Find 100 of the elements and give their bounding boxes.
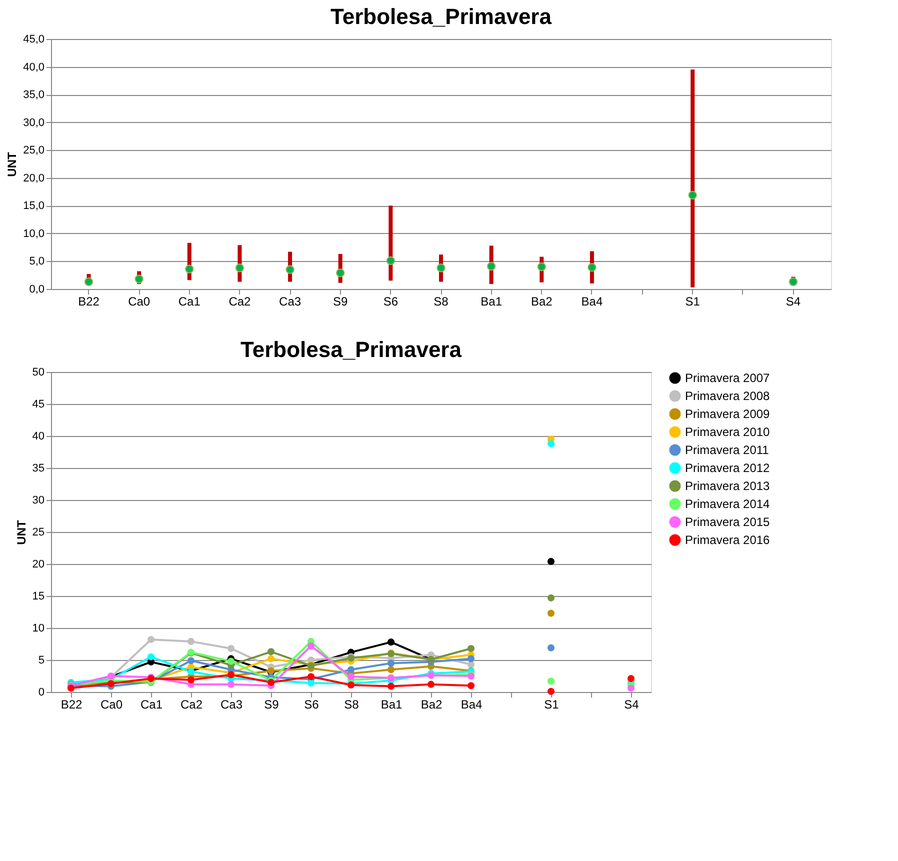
legend-label: Primavera 2010 <box>685 425 770 439</box>
point <box>386 256 396 266</box>
legend-label: Primavera 2016 <box>685 533 770 547</box>
point <box>467 644 475 652</box>
y-tick-label: 45 <box>32 398 44 410</box>
y-tick-label: 35 <box>32 462 44 474</box>
x-tick-label: B22 <box>78 294 100 308</box>
y-tick-label: 35,0 <box>23 89 44 102</box>
y-tick-label: 5 <box>38 654 44 666</box>
point <box>547 688 555 695</box>
legend-label: Primavera 2009 <box>685 407 770 421</box>
y-tick-label: 10,0 <box>23 228 44 240</box>
point <box>185 264 194 274</box>
x-tick-label: S8 <box>344 698 360 712</box>
y-tick-label: 15 <box>32 590 44 602</box>
point <box>427 680 435 688</box>
x-tick-label: Ca2 <box>228 294 252 308</box>
point <box>547 678 555 685</box>
chart-title: Terbolesa_Primavera <box>330 4 552 29</box>
y-tick-label: 50 <box>32 366 44 378</box>
point <box>147 636 155 644</box>
y-tick-label: 40 <box>32 430 44 442</box>
x-tick-label: S8 <box>434 294 449 308</box>
legend-label: Primavera 2013 <box>685 479 770 493</box>
point <box>547 594 555 602</box>
y-tick-label: 30,0 <box>23 116 44 129</box>
x-tick-label: S1 <box>544 698 560 712</box>
point <box>187 657 195 664</box>
point <box>387 682 395 690</box>
point <box>307 673 315 680</box>
x-tick-label: S9 <box>333 294 348 308</box>
y-tick-label: 0 <box>38 686 44 698</box>
point <box>387 638 395 646</box>
y-tick-label: 5,0 <box>29 256 44 268</box>
legend-label: Primavera 2014 <box>685 497 770 511</box>
x-tick-label: Ba2 <box>420 698 442 712</box>
x-tick-label: S4 <box>786 294 801 308</box>
x-tick-label: Ba2 <box>530 294 553 308</box>
x-tick-label: S9 <box>264 698 280 712</box>
x-tick-label: Ba4 <box>460 698 482 712</box>
point <box>267 655 275 662</box>
point <box>187 638 195 645</box>
point <box>547 644 555 652</box>
x-tick-label: Ca3 <box>220 698 243 712</box>
chart-title: Terbolesa_Primavera <box>240 337 462 362</box>
y-tick-label: 20 <box>32 558 44 570</box>
y-axis-title: UNT <box>14 520 28 545</box>
x-tick-label: Ca3 <box>279 294 302 308</box>
point <box>307 680 315 687</box>
point <box>688 190 697 200</box>
legend-label: Primavera 2012 <box>685 461 770 475</box>
x-tick-label: B22 <box>60 698 82 712</box>
x-tick-label: Ba1 <box>380 698 402 712</box>
point <box>235 264 244 272</box>
point <box>387 666 395 674</box>
bar <box>690 70 695 288</box>
point <box>147 653 155 660</box>
point <box>286 265 294 274</box>
y-axis-title: UNT <box>5 152 20 177</box>
point <box>347 666 355 674</box>
legend-label: Primavera 2008 <box>685 389 770 403</box>
y-tick-label: 15,0 <box>23 200 44 212</box>
y-tick-label: 40,0 <box>23 61 44 74</box>
point <box>187 676 195 684</box>
point <box>267 648 275 656</box>
point <box>467 655 475 662</box>
point <box>486 262 496 271</box>
x-tick-label: Ba4 <box>581 294 603 308</box>
x-tick-label: S4 <box>624 698 640 712</box>
point <box>134 274 144 284</box>
legend-label: Primavera 2011 <box>685 443 770 457</box>
legend-label: Primavera 2007 <box>685 371 770 385</box>
point <box>307 642 315 650</box>
point <box>347 673 355 680</box>
x-tick-label: S6 <box>383 294 398 308</box>
point <box>467 682 475 690</box>
x-tick-label: Ca1 <box>178 294 201 308</box>
y-tick-label: 25 <box>32 526 44 538</box>
y-tick-label: 45,0 <box>23 34 44 46</box>
x-tick-label: Ca1 <box>140 698 163 712</box>
x-tick-label: Ca2 <box>180 698 203 712</box>
point <box>436 264 446 272</box>
x-tick-label: S6 <box>304 698 320 712</box>
point <box>227 644 235 652</box>
x-tick-label: Ba1 <box>480 294 502 308</box>
point <box>227 680 235 688</box>
y-tick-label: 25,0 <box>23 144 44 157</box>
legend-label: Primavera 2015 <box>685 515 770 529</box>
y-tick-label: 0,0 <box>29 284 44 296</box>
x-tick-label: Ca0 <box>128 294 150 308</box>
x-tick-label: Ca0 <box>100 698 123 712</box>
point <box>537 262 546 272</box>
point <box>788 277 798 286</box>
point <box>227 658 235 665</box>
point <box>84 277 94 286</box>
point <box>547 558 555 565</box>
point <box>336 268 345 278</box>
y-tick-label: 30 <box>32 494 44 506</box>
point <box>387 660 395 667</box>
x-tick-label: S1 <box>685 294 700 308</box>
